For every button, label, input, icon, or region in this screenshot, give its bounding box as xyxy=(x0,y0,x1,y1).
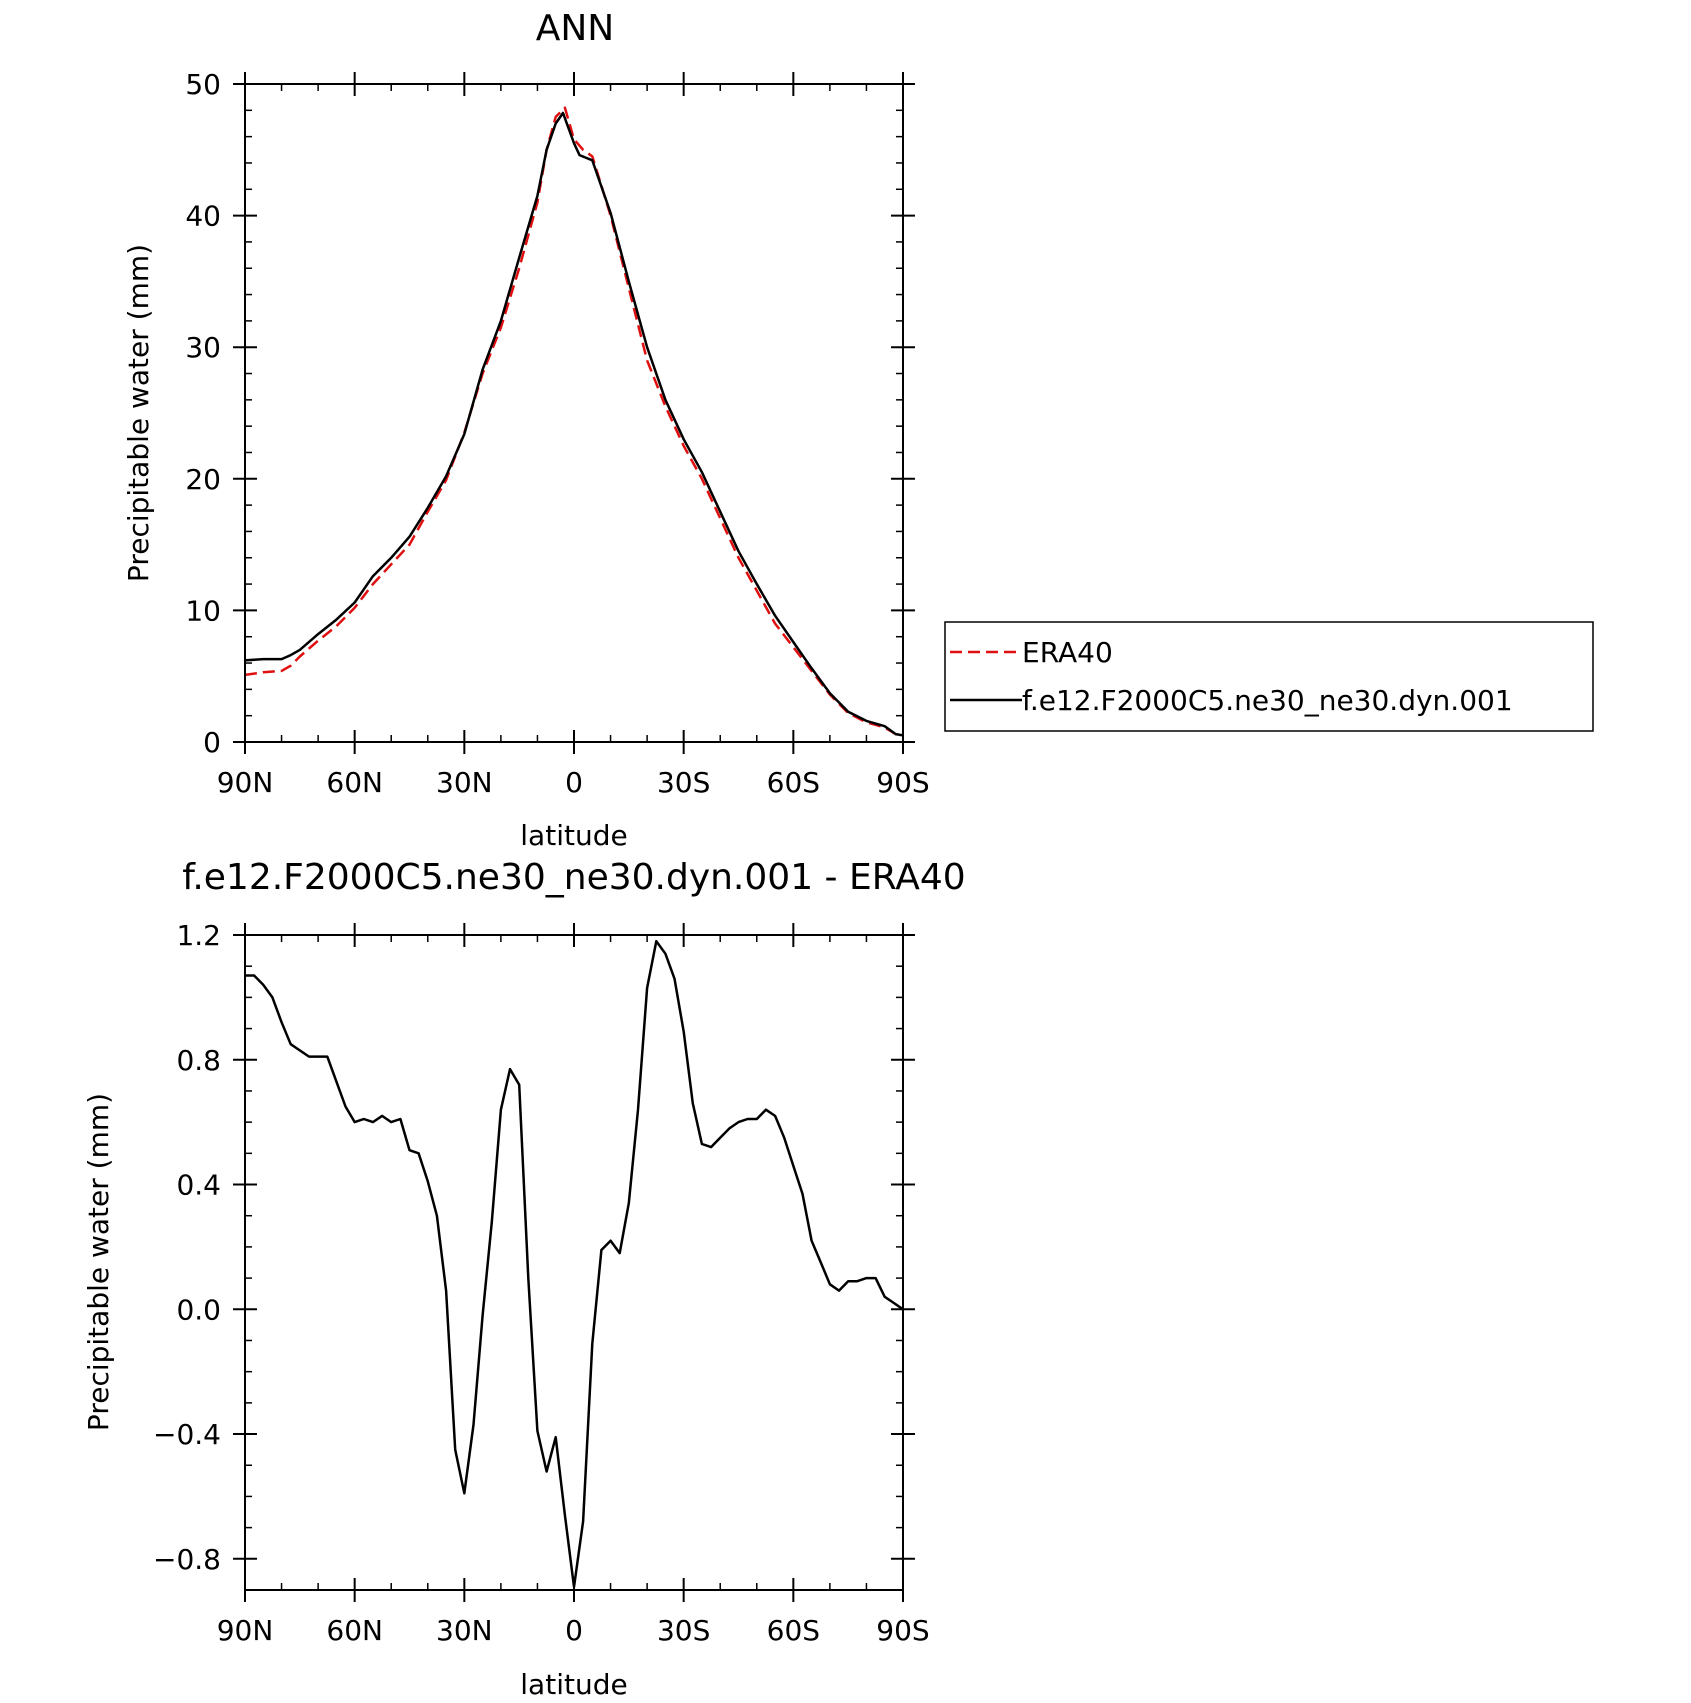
top-x-tick-labels: 90N 60N 30N 0 30S 60S 90S xyxy=(217,766,930,799)
top-y-tick-labels: 0 10 20 30 40 50 xyxy=(185,68,221,759)
top-y-tick-label: 40 xyxy=(185,200,221,233)
bottom-x-tick-label: 30S xyxy=(657,1614,710,1647)
top-y-tick-label: 10 xyxy=(185,594,221,627)
bottom-y-tick-labels: −0.8 −0.4 0.0 0.4 0.8 1.2 xyxy=(153,919,221,1576)
bottom-x-tick-label: 90S xyxy=(876,1614,929,1647)
bottom-x-tick-label: 90N xyxy=(217,1614,274,1647)
bottom-y-tick-label: 0.8 xyxy=(176,1044,221,1077)
bottom-plot-frame xyxy=(244,934,904,1591)
top-series-line-1 xyxy=(244,111,904,737)
bottom-chart-panel: f.e12.F2000C5.ne30_ne30.dyn.001 - ERA40 … xyxy=(82,857,966,1701)
top-tick-marks xyxy=(233,72,915,754)
bottom-chart-title: f.e12.F2000C5.ne30_ne30.dyn.001 - ERA40 xyxy=(182,857,965,898)
bottom-y-tick-label: −0.8 xyxy=(153,1543,221,1576)
bottom-x-tick-label: 0 xyxy=(565,1614,583,1647)
bottom-series-line-0 xyxy=(245,939,904,1589)
top-chart-panel: ANN 90N 60N 30N 0 30S 60S 90S 0 10 20 30 40 50 lati… xyxy=(122,8,1594,852)
bottom-x-tick-label: 60N xyxy=(326,1614,383,1647)
bottom-y-tick-label: −0.4 xyxy=(153,1418,221,1451)
top-x-tick-label: 90S xyxy=(876,766,929,799)
bottom-x-tick-label: 30N xyxy=(436,1614,493,1647)
top-x-tick-label: 0 xyxy=(565,766,583,799)
top-x-tick-label: 30N xyxy=(436,766,493,799)
top-x-tick-label: 60N xyxy=(326,766,383,799)
top-y-axis-label: Precipitable water (mm) xyxy=(122,244,155,582)
bottom-y-axis-label: Precipitable water (mm) xyxy=(82,1093,115,1431)
top-y-tick-label: 30 xyxy=(185,331,221,364)
bottom-x-tick-labels: 90N 60N 30N 0 30S 60S 90S xyxy=(217,1614,930,1647)
bottom-x-axis-label: latitude xyxy=(520,1668,627,1701)
top-y-tick-label: 20 xyxy=(185,463,221,496)
legend-model-label: f.e12.F2000C5.ne30_ne30.dyn.001 xyxy=(1022,684,1513,717)
bottom-y-tick-label: 1.2 xyxy=(176,919,221,952)
bottom-x-tick-label: 60S xyxy=(767,1614,820,1647)
top-x-tick-label: 30S xyxy=(657,766,710,799)
top-x-tick-label: 90N xyxy=(217,766,274,799)
top-plot-frame xyxy=(244,83,904,743)
bottom-tick-marks xyxy=(233,923,915,1602)
legend-era40-label: ERA40 xyxy=(1022,636,1113,669)
top-x-tick-label: 60S xyxy=(767,766,820,799)
top-y-tick-label: 0 xyxy=(203,726,221,759)
legend-box xyxy=(944,621,1594,732)
top-chart-title: ANN xyxy=(536,8,615,49)
top-y-tick-label: 50 xyxy=(185,68,221,101)
top-series-group xyxy=(244,106,904,737)
bottom-y-tick-label: 0.0 xyxy=(176,1293,221,1326)
top-x-axis-label: latitude xyxy=(520,819,627,852)
bottom-y-tick-label: 0.4 xyxy=(176,1169,221,1202)
bottom-series-group xyxy=(245,939,904,1589)
top-legend: ERA40 f.e12.F2000C5.ne30_ne30.dyn.001 xyxy=(944,621,1594,732)
top-series-line-0 xyxy=(244,106,904,737)
